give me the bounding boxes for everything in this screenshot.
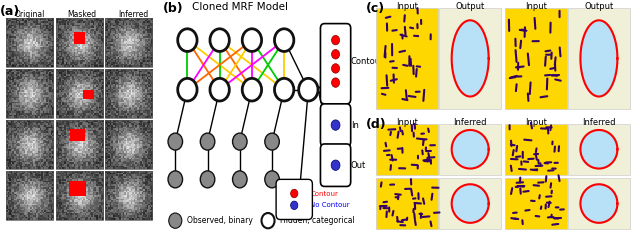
- Circle shape: [232, 171, 247, 188]
- Text: Inferred: Inferred: [453, 118, 487, 127]
- Text: (b): (b): [163, 2, 184, 15]
- Circle shape: [265, 133, 279, 150]
- Text: Output: Output: [456, 2, 484, 11]
- Text: In: In: [351, 121, 358, 130]
- Polygon shape: [452, 130, 489, 169]
- Text: Contour: Contour: [351, 57, 384, 66]
- Text: (a): (a): [0, 5, 20, 18]
- Polygon shape: [452, 184, 489, 223]
- FancyBboxPatch shape: [376, 178, 438, 229]
- FancyBboxPatch shape: [321, 24, 351, 104]
- Text: Masked: Masked: [67, 10, 96, 19]
- Circle shape: [168, 171, 182, 188]
- Circle shape: [265, 171, 279, 188]
- Circle shape: [332, 64, 340, 73]
- Circle shape: [262, 213, 275, 228]
- Circle shape: [232, 133, 247, 150]
- Polygon shape: [580, 20, 618, 97]
- FancyBboxPatch shape: [439, 178, 501, 229]
- FancyBboxPatch shape: [505, 178, 567, 229]
- Polygon shape: [580, 130, 618, 169]
- Text: Out: Out: [351, 161, 366, 170]
- FancyBboxPatch shape: [276, 179, 312, 219]
- Circle shape: [291, 201, 298, 210]
- Text: (d): (d): [366, 118, 387, 131]
- Text: Inferred: Inferred: [119, 10, 149, 19]
- FancyBboxPatch shape: [69, 181, 86, 196]
- Circle shape: [291, 189, 298, 198]
- Circle shape: [200, 171, 215, 188]
- FancyBboxPatch shape: [505, 8, 567, 109]
- Text: Cloned MRF Model: Cloned MRF Model: [192, 2, 288, 12]
- FancyBboxPatch shape: [568, 178, 630, 229]
- FancyBboxPatch shape: [439, 124, 501, 175]
- Circle shape: [332, 50, 340, 59]
- Circle shape: [169, 213, 182, 228]
- Text: Input: Input: [525, 2, 547, 11]
- Circle shape: [178, 78, 197, 101]
- Text: Output: Output: [584, 2, 614, 11]
- Text: No Contour: No Contour: [310, 202, 350, 208]
- Circle shape: [200, 133, 215, 150]
- Circle shape: [275, 78, 294, 101]
- FancyBboxPatch shape: [505, 124, 567, 175]
- Text: Contour: Contour: [310, 190, 339, 197]
- FancyBboxPatch shape: [74, 32, 85, 44]
- Text: Original: Original: [14, 10, 45, 19]
- Circle shape: [331, 160, 340, 170]
- Circle shape: [299, 78, 318, 101]
- Text: Inferred: Inferred: [582, 118, 616, 127]
- Circle shape: [210, 78, 229, 101]
- FancyBboxPatch shape: [321, 104, 351, 146]
- FancyBboxPatch shape: [376, 124, 438, 175]
- Circle shape: [275, 29, 294, 51]
- Polygon shape: [452, 20, 489, 97]
- FancyBboxPatch shape: [321, 144, 351, 186]
- Text: Observed, binary: Observed, binary: [188, 216, 253, 225]
- Circle shape: [332, 35, 340, 45]
- Text: Input: Input: [396, 2, 418, 11]
- FancyBboxPatch shape: [439, 8, 501, 109]
- Circle shape: [210, 29, 229, 51]
- Circle shape: [242, 78, 262, 101]
- Circle shape: [178, 29, 197, 51]
- Circle shape: [332, 78, 340, 87]
- Circle shape: [242, 29, 262, 51]
- FancyBboxPatch shape: [83, 90, 94, 100]
- Text: (c): (c): [366, 2, 385, 15]
- FancyBboxPatch shape: [376, 8, 438, 109]
- Text: Input: Input: [396, 118, 418, 127]
- Circle shape: [168, 133, 182, 150]
- Text: Hidden, categorical: Hidden, categorical: [280, 216, 355, 225]
- FancyBboxPatch shape: [568, 8, 630, 109]
- Circle shape: [291, 197, 305, 214]
- Polygon shape: [580, 184, 618, 223]
- Circle shape: [331, 120, 340, 130]
- FancyBboxPatch shape: [568, 124, 630, 175]
- Text: Input: Input: [525, 118, 547, 127]
- FancyBboxPatch shape: [70, 129, 85, 141]
